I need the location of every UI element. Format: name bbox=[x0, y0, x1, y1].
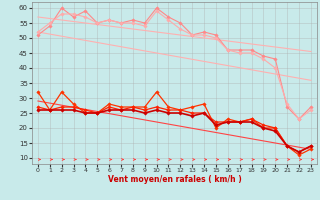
X-axis label: Vent moyen/en rafales ( km/h ): Vent moyen/en rafales ( km/h ) bbox=[108, 175, 241, 184]
